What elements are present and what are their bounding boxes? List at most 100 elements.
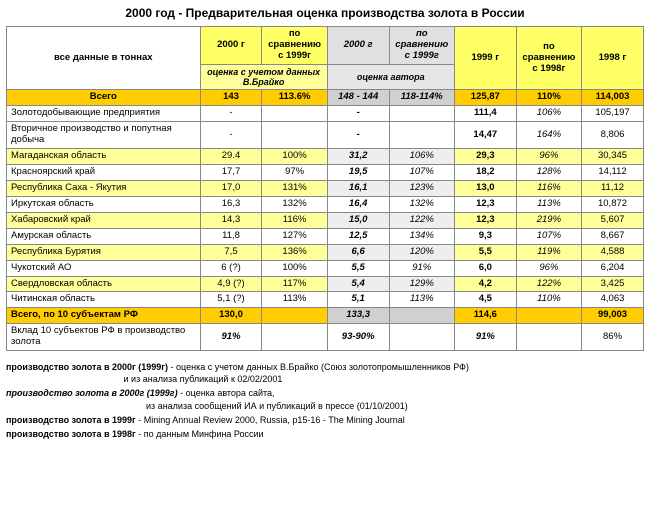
table-row: Иркутская область16,3132%16,4132%12,3113… xyxy=(7,196,644,212)
gold-production-table: все данные в тоннах 2000 г по сравнению … xyxy=(6,26,644,351)
cell-c5: 114,6 xyxy=(454,308,516,324)
cell-c3: 15,0 xyxy=(327,212,389,228)
table-row: Хабаровский край14,3116%15,0122%12,3219%… xyxy=(7,212,644,228)
table-row: Республика Бурятия7,5136%6,6120%5,5119%4… xyxy=(7,244,644,260)
fn4-a: - по данным Минфина России xyxy=(138,429,263,439)
cell-c3: 93-90% xyxy=(327,324,389,351)
cell-c2: 97% xyxy=(262,165,327,181)
cell-c7: 86% xyxy=(582,324,644,351)
cell-c6: 128% xyxy=(516,165,581,181)
cell-c1: 5,1 (?) xyxy=(200,292,262,308)
cell-c1: 91% xyxy=(200,324,262,351)
hdr-rowlabel: все данные в тоннах xyxy=(7,27,201,90)
row-label: Золотодобывающие предприятия xyxy=(7,106,201,122)
cell-c4: 132% xyxy=(389,196,454,212)
cell-c1: 16,3 xyxy=(200,196,262,212)
hdr-cmp1999-1: по сравнению с 1999г xyxy=(262,27,327,65)
row-label: Магаданская область xyxy=(7,149,201,165)
cell-c6 xyxy=(516,324,581,351)
cell-c6: 110% xyxy=(516,90,581,106)
cell-c7: 6,204 xyxy=(582,260,644,276)
fn1-b: и из анализа публикаций к 02/02/2001 xyxy=(124,374,283,384)
cell-c3: 5,5 xyxy=(327,260,389,276)
cell-c7: 8,667 xyxy=(582,228,644,244)
cell-c2: 113% xyxy=(262,292,327,308)
cell-c3: 5,4 xyxy=(327,276,389,292)
cell-c7: 8,806 xyxy=(582,122,644,149)
cell-c3: 19,5 xyxy=(327,165,389,181)
table-body: Всего143113.6%148 - 144118-114%125,87110… xyxy=(7,90,644,351)
table-row: Магаданская область29.4100%31,2106%29,39… xyxy=(7,149,644,165)
cell-c3: - xyxy=(327,106,389,122)
cell-c5: 18,2 xyxy=(454,165,516,181)
cell-c6: 219% xyxy=(516,212,581,228)
cell-c2: 136% xyxy=(262,244,327,260)
cell-c1: 17,0 xyxy=(200,180,262,196)
cell-c5: 91% xyxy=(454,324,516,351)
footnotes: производство золота в 2000г (1999г) - оц… xyxy=(6,361,644,440)
cell-c7: 30,345 xyxy=(582,149,644,165)
table-row: Чукотский АО6 (?)100%5,591%6,096%6,204 xyxy=(7,260,644,276)
cell-c4: 91% xyxy=(389,260,454,276)
cell-c2 xyxy=(262,122,327,149)
cell-c7: 10,872 xyxy=(582,196,644,212)
hdr-sub-mid: оценка автора xyxy=(327,64,454,90)
hdr-2000-2: 2000 г xyxy=(327,27,389,65)
row-label: Читинская область xyxy=(7,292,201,308)
row-label: Вторичное производство и попутная добыча xyxy=(7,122,201,149)
cell-c5: 14,47 xyxy=(454,122,516,149)
row-label: Хабаровский край xyxy=(7,212,201,228)
cell-c4: 120% xyxy=(389,244,454,260)
cell-c1: 4,9 (?) xyxy=(200,276,262,292)
cell-c2 xyxy=(262,324,327,351)
cell-c2: 127% xyxy=(262,228,327,244)
cell-c5: 4,2 xyxy=(454,276,516,292)
cell-c4 xyxy=(389,324,454,351)
footnote-1: производство золота в 2000г (1999г) - оц… xyxy=(6,361,644,385)
footnote-3: производство золота в 1999г - Mining Ann… xyxy=(6,414,644,426)
fn2-b: из анализа сообщений ИА и публикаций в п… xyxy=(146,401,408,411)
row-label: Республика Саха - Якутия xyxy=(7,180,201,196)
cell-c5: 12,3 xyxy=(454,196,516,212)
cell-c4 xyxy=(389,308,454,324)
cell-c5: 9,3 xyxy=(454,228,516,244)
cell-c1: 14,3 xyxy=(200,212,262,228)
cell-c2: 131% xyxy=(262,180,327,196)
table-row: Амурская область11,8127%12,5134%9,3107%8… xyxy=(7,228,644,244)
cell-c2: 100% xyxy=(262,149,327,165)
cell-c6: 106% xyxy=(516,106,581,122)
cell-c6: 96% xyxy=(516,260,581,276)
cell-c3: 5,1 xyxy=(327,292,389,308)
cell-c4: 113% xyxy=(389,292,454,308)
cell-c7: 99,003 xyxy=(582,308,644,324)
cell-c3: 16,1 xyxy=(327,180,389,196)
cell-c6: 113% xyxy=(516,196,581,212)
fn1-key: производство золота в 2000г (1999г) xyxy=(6,362,168,372)
hdr-1999: 1999 г xyxy=(454,27,516,90)
cell-c3: - xyxy=(327,122,389,149)
row-label: Всего xyxy=(7,90,201,106)
cell-c6: 96% xyxy=(516,149,581,165)
cell-c6: 107% xyxy=(516,228,581,244)
cell-c7: 114,003 xyxy=(582,90,644,106)
table-row: Вклад 10 субъектов РФ в производство зол… xyxy=(7,324,644,351)
cell-c4: 106% xyxy=(389,149,454,165)
cell-c3: 133,3 xyxy=(327,308,389,324)
cell-c4: 122% xyxy=(389,212,454,228)
cell-c1: 29.4 xyxy=(200,149,262,165)
cell-c3: 148 - 144 xyxy=(327,90,389,106)
cell-c1: 17,7 xyxy=(200,165,262,181)
row-label: Красноярский край xyxy=(7,165,201,181)
cell-c7: 11,12 xyxy=(582,180,644,196)
cell-c4 xyxy=(389,106,454,122)
header-row-1: все данные в тоннах 2000 г по сравнению … xyxy=(7,27,644,65)
cell-c5: 4,5 xyxy=(454,292,516,308)
row-label: Вклад 10 субъектов РФ в производство зол… xyxy=(7,324,201,351)
cell-c7: 4,588 xyxy=(582,244,644,260)
hdr-sub-left: оценка с учетом данных В.Брайко xyxy=(200,64,327,90)
cell-c3: 16,4 xyxy=(327,196,389,212)
table-row: Золотодобывающие предприятия--111,4106%1… xyxy=(7,106,644,122)
cell-c7: 4,063 xyxy=(582,292,644,308)
hdr-2000-1: 2000 г xyxy=(200,27,262,65)
fn2-key: производство золота в 2000г (1999г) xyxy=(6,388,178,398)
